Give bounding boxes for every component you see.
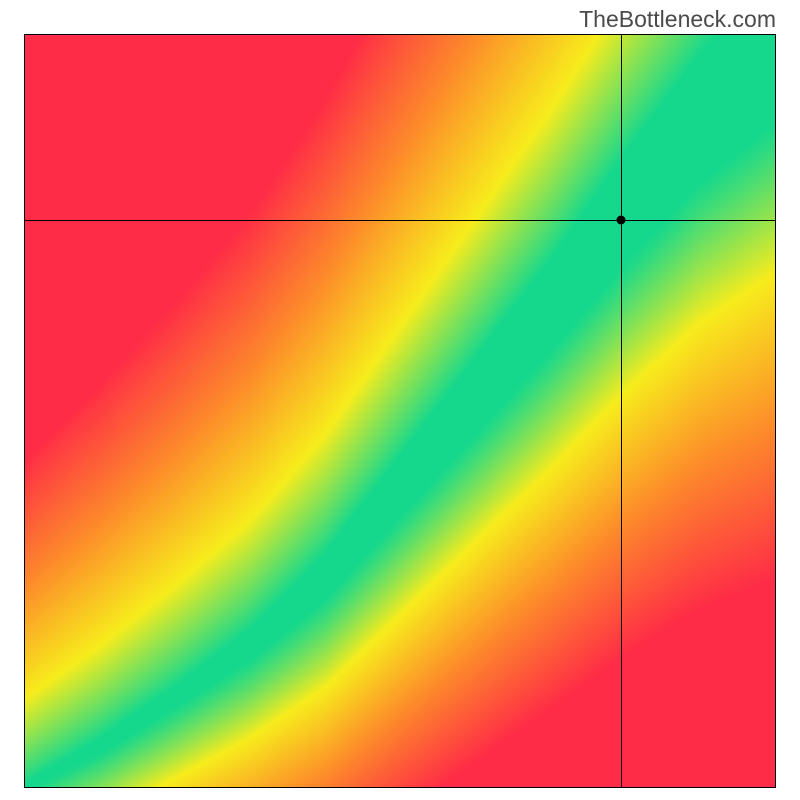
plot-frame [24,34,776,788]
selection-marker [616,215,625,224]
crosshair-horizontal [25,220,775,221]
bottleneck-heatmap [25,35,775,787]
watermark-text: TheBottleneck.com [579,6,776,33]
crosshair-vertical [621,35,622,787]
